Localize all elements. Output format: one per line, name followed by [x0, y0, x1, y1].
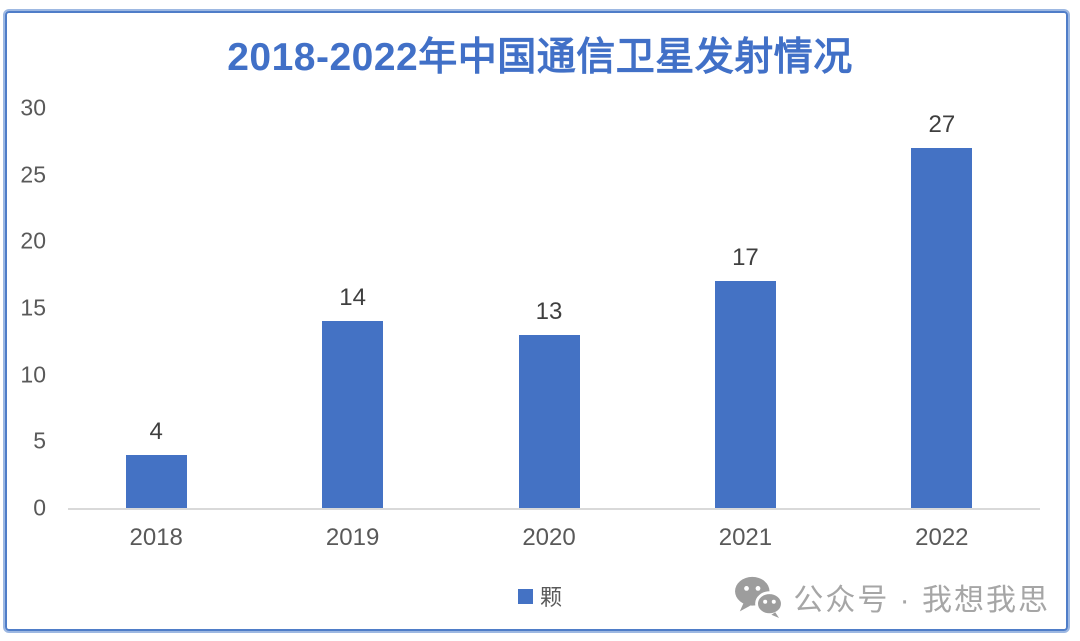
y-axis-tick-label: 30 — [20, 94, 46, 121]
x-axis-tick-label: 2018 — [129, 524, 183, 551]
y-axis-tick-label: 10 — [20, 361, 46, 388]
x-axis-labels: 2018 2019 2020 2021 2022 — [58, 524, 1040, 552]
y-axis-tick-label: 25 — [20, 161, 46, 188]
bar-2019 — [322, 321, 384, 508]
bar-column: 17 — [647, 108, 843, 508]
plot-area: 4 14 13 17 27 — [58, 108, 1040, 510]
bar-2021 — [714, 281, 776, 508]
bars-container: 4 14 13 17 27 — [58, 108, 1040, 508]
bar-2018 — [125, 454, 187, 508]
bar-value-label: 13 — [535, 297, 563, 325]
watermark-text: 公众号 · 我想我思 — [793, 584, 1050, 617]
x-axis-tick-label: 2020 — [522, 524, 576, 551]
x-axis-tick-label: 2022 — [915, 524, 969, 551]
legend-swatch-icon — [517, 588, 533, 604]
chart-title: 2018-2022年中国通信卫星发射情况 — [227, 36, 853, 79]
y-axis: 0 5 10 15 20 25 30 — [0, 95, 46, 521]
bar-value-label: 14 — [339, 284, 366, 312]
watermark: 公众号 · 我想我思 — [733, 575, 1050, 619]
x-axis-line — [68, 508, 1040, 510]
bar-value-label: 17 — [732, 244, 759, 272]
bar-2020 — [518, 334, 580, 508]
bar-column: 14 — [254, 108, 450, 508]
wechat-icon — [733, 575, 784, 619]
bar-value-label: 27 — [928, 111, 956, 138]
bar-column: 13 — [451, 108, 647, 508]
y-axis-tick-label: 15 — [20, 294, 46, 321]
legend: 颗 — [517, 580, 563, 612]
y-axis-tick-label: 0 — [33, 494, 46, 521]
y-axis-tick-label: 20 — [20, 227, 46, 254]
legend-label: 颗 — [539, 585, 563, 610]
bar-value-label: 4 — [149, 417, 163, 445]
bar-2022 — [911, 148, 973, 508]
bar-column: 4 — [58, 108, 254, 508]
y-axis-tick-label: 5 — [33, 427, 46, 454]
x-axis-tick-label: 2021 — [718, 524, 773, 551]
x-axis-tick-label: 2019 — [325, 524, 380, 551]
bar-column: 27 — [844, 108, 1040, 508]
